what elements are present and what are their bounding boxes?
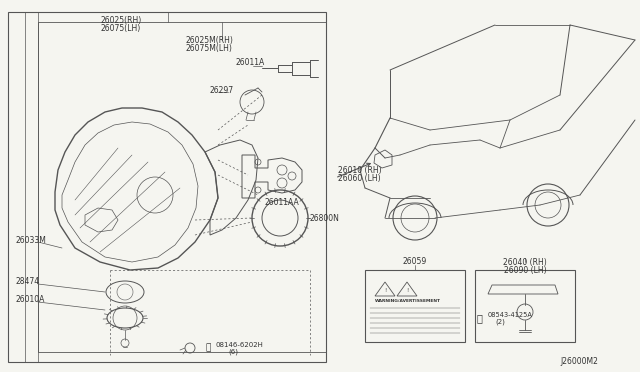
Text: 26297: 26297 — [210, 86, 234, 94]
Text: (2): (2) — [495, 319, 505, 325]
Text: 08146-6202H: 08146-6202H — [215, 342, 263, 348]
Text: 08543-4125A: 08543-4125A — [488, 312, 533, 318]
Text: 26060 (LH): 26060 (LH) — [338, 173, 381, 183]
Text: 26010A: 26010A — [15, 295, 44, 305]
Text: (6): (6) — [228, 349, 238, 355]
Text: 26800N: 26800N — [310, 214, 340, 222]
Text: !: ! — [384, 289, 386, 294]
Text: 26011A: 26011A — [235, 58, 264, 67]
Text: 26075(LH): 26075(LH) — [100, 23, 140, 32]
Text: 28474: 28474 — [15, 278, 39, 286]
Text: 26075M(LH): 26075M(LH) — [185, 44, 232, 52]
Text: J26000M2: J26000M2 — [560, 357, 598, 366]
Text: WARNING/AVERTISSEMENT: WARNING/AVERTISSEMENT — [375, 299, 441, 303]
Text: 26011AA: 26011AA — [265, 198, 300, 206]
Text: 26090 (LH): 26090 (LH) — [504, 266, 547, 275]
Text: 26025M(RH): 26025M(RH) — [185, 35, 233, 45]
Text: !: ! — [406, 289, 408, 294]
Text: Ⓢ: Ⓢ — [477, 313, 483, 323]
Bar — [365, 270, 465, 342]
Bar — [38, 22, 326, 352]
Text: 26033M: 26033M — [15, 235, 46, 244]
Text: Ⓑ: Ⓑ — [205, 343, 211, 353]
Text: 26040 (RH): 26040 (RH) — [503, 257, 547, 266]
Text: 26010 (RH): 26010 (RH) — [338, 166, 381, 174]
Text: 26059: 26059 — [403, 257, 427, 266]
Bar — [8, 12, 326, 362]
Bar — [475, 270, 575, 342]
Text: 26025(RH): 26025(RH) — [100, 16, 141, 25]
